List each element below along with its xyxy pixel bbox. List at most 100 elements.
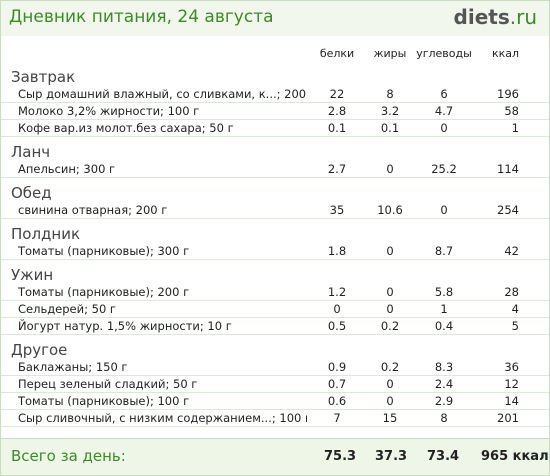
- food-carbs: 0: [413, 119, 475, 137]
- meal-name: Завтрак: [11, 68, 76, 86]
- food-fat: 8: [367, 86, 413, 103]
- food-row[interactable]: Томаты (парниковые); 200 г 1.2 0 5.8 28: [1, 284, 549, 301]
- food-kcal: 201: [475, 409, 549, 427]
- meal-section-header: Ланч: [1, 137, 549, 161]
- food-row[interactable]: Томаты (парниковые); 300 г 1.8 0 8.7 42: [1, 243, 549, 260]
- food-name: Кофе вар.из молот.без сахара; 50 г: [1, 119, 307, 137]
- food-name: Сыр домашний влажный, со сливками, к...;…: [1, 86, 307, 103]
- food-kcal: 254: [475, 202, 549, 219]
- meal-section-header: Завтрак: [1, 62, 549, 86]
- food-fat: 0.2: [367, 359, 413, 376]
- totals-carbs: 73.4: [427, 449, 460, 464]
- food-row[interactable]: Кофе вар.из молот.без сахара; 50 г 0.1 0.1…: [1, 119, 549, 137]
- food-protein: 0: [307, 300, 367, 318]
- food-protein: 1.2: [307, 284, 367, 301]
- food-row[interactable]: Апельсин; 300 г 2.7 0 25.2 114: [1, 161, 549, 178]
- food-name: Перец зеленый сладкий; 50 г: [1, 375, 307, 393]
- meal-name: Другое: [11, 341, 68, 359]
- site-logo[interactable]: diets.ru: [454, 5, 537, 29]
- food-row[interactable]: Молоко 3,2% жирности; 100 г 2.8 3.2 4.7 58: [1, 102, 549, 120]
- food-carbs: 8.7: [413, 243, 475, 260]
- food-carbs: 6: [413, 86, 475, 103]
- food-kcal: 42: [475, 243, 549, 260]
- food-kcal: 114: [475, 161, 549, 178]
- food-protein: 2.7: [307, 161, 367, 178]
- food-row[interactable]: Сыр домашний влажный, со сливками, к...;…: [1, 86, 549, 103]
- food-carbs: 8: [413, 409, 475, 427]
- food-name: Сельдерей; 50 г: [1, 300, 307, 318]
- food-protein: 0.5: [307, 317, 367, 335]
- food-kcal: 58: [475, 102, 549, 120]
- food-protein: 22: [307, 86, 367, 103]
- food-carbs: 1: [413, 300, 475, 318]
- food-kcal: 5: [475, 317, 549, 335]
- column-header-fat: жиры: [373, 47, 407, 60]
- food-row[interactable]: Сыр сливочный, с низким содержанием...; …: [1, 409, 549, 427]
- food-fat: 15: [367, 409, 413, 427]
- food-carbs: 2.9: [413, 392, 475, 410]
- food-carbs: 8.3: [413, 359, 475, 376]
- food-kcal: 1: [475, 119, 549, 137]
- meal-name: Ланч: [11, 143, 51, 161]
- food-kcal: 28: [475, 284, 549, 301]
- food-protein: 0.9: [307, 359, 367, 376]
- food-row[interactable]: Баклажаны; 150 г 0.9 0.2 8.3 36: [1, 359, 549, 376]
- food-protein: 0.7: [307, 375, 367, 393]
- meal-name: Обед: [11, 184, 52, 202]
- food-name: Йогурт натур. 1,5% жирности; 10 г: [1, 317, 307, 335]
- meal-section-header: Обед: [1, 178, 549, 202]
- food-name: Баклажаны; 150 г: [1, 359, 307, 376]
- food-fat: 3.2: [367, 102, 413, 120]
- logo-main: diets: [453, 5, 510, 29]
- meal-name: Полдник: [11, 225, 81, 243]
- page-title: Дневник питания, 24 августа: [9, 7, 274, 27]
- totals-kcal: 965 ккал: [481, 449, 549, 464]
- food-name: Апельсин; 300 г: [1, 161, 307, 178]
- food-fat: 0.1: [367, 119, 413, 137]
- food-name: свинина отварная; 200 г: [1, 202, 307, 219]
- meal-section-header: Ужин: [1, 260, 549, 284]
- food-fat: 0: [367, 284, 413, 301]
- food-fat: 0: [367, 161, 413, 178]
- food-carbs: 5.8: [413, 284, 475, 301]
- food-protein: 7: [307, 409, 367, 427]
- food-carbs: 0.4: [413, 317, 475, 335]
- food-kcal: 36: [475, 359, 549, 376]
- diary-table: белки жиры углеводы ккал Завтрак Сыр дома…: [1, 45, 549, 427]
- totals-fat: 37.3: [375, 449, 408, 464]
- logo-suffix: .ru: [509, 5, 537, 29]
- food-kcal: 4: [475, 300, 549, 318]
- food-name: Томаты (парниковые); 100 г: [1, 392, 307, 410]
- food-carbs: 25.2: [413, 161, 475, 178]
- column-header-row: белки жиры углеводы ккал: [1, 45, 549, 62]
- meal-section-header: Другое: [1, 335, 549, 359]
- widget-header: Дневник питания, 24 августа diets.ru: [1, 1, 549, 36]
- food-protein: 35: [307, 202, 367, 219]
- column-header-blank: [1, 45, 307, 62]
- food-row[interactable]: Томаты (парниковые); 100 г 0.6 0 2.9 14: [1, 392, 549, 410]
- food-protein: 1.8: [307, 243, 367, 260]
- food-fat: 0: [367, 392, 413, 410]
- food-row[interactable]: Перец зеленый сладкий; 50 г 0.7 0 2.4 12: [1, 375, 549, 393]
- food-protein: 0.6: [307, 392, 367, 410]
- column-header-protein: белки: [319, 47, 355, 60]
- food-protein: 2.8: [307, 102, 367, 120]
- food-row[interactable]: свинина отварная; 200 г 35 10.6 0 254: [1, 202, 549, 219]
- daily-totals: Всего за день: 75.3 37.3 73.4 965 ккал: [1, 438, 549, 475]
- food-kcal: 196: [475, 86, 549, 103]
- food-name: Томаты (парниковые); 300 г: [1, 243, 307, 260]
- food-name: Томаты (парниковые); 200 г: [1, 284, 307, 301]
- food-carbs: 4.7: [413, 102, 475, 120]
- totals-label: Всего за день:: [11, 447, 126, 465]
- food-fat: 0: [367, 375, 413, 393]
- food-name: Сыр сливочный, с низким содержанием...; …: [1, 409, 307, 427]
- food-row[interactable]: Йогурт натур. 1,5% жирности; 10 г 0.5 0.2 0…: [1, 317, 549, 335]
- meal-section-header: Полдник: [1, 219, 549, 243]
- food-kcal: 14: [475, 392, 549, 410]
- food-name: Молоко 3,2% жирности; 100 г: [1, 102, 307, 120]
- food-carbs: 0: [413, 202, 475, 219]
- food-fat: 0: [367, 300, 413, 318]
- meal-name: Ужин: [11, 266, 54, 284]
